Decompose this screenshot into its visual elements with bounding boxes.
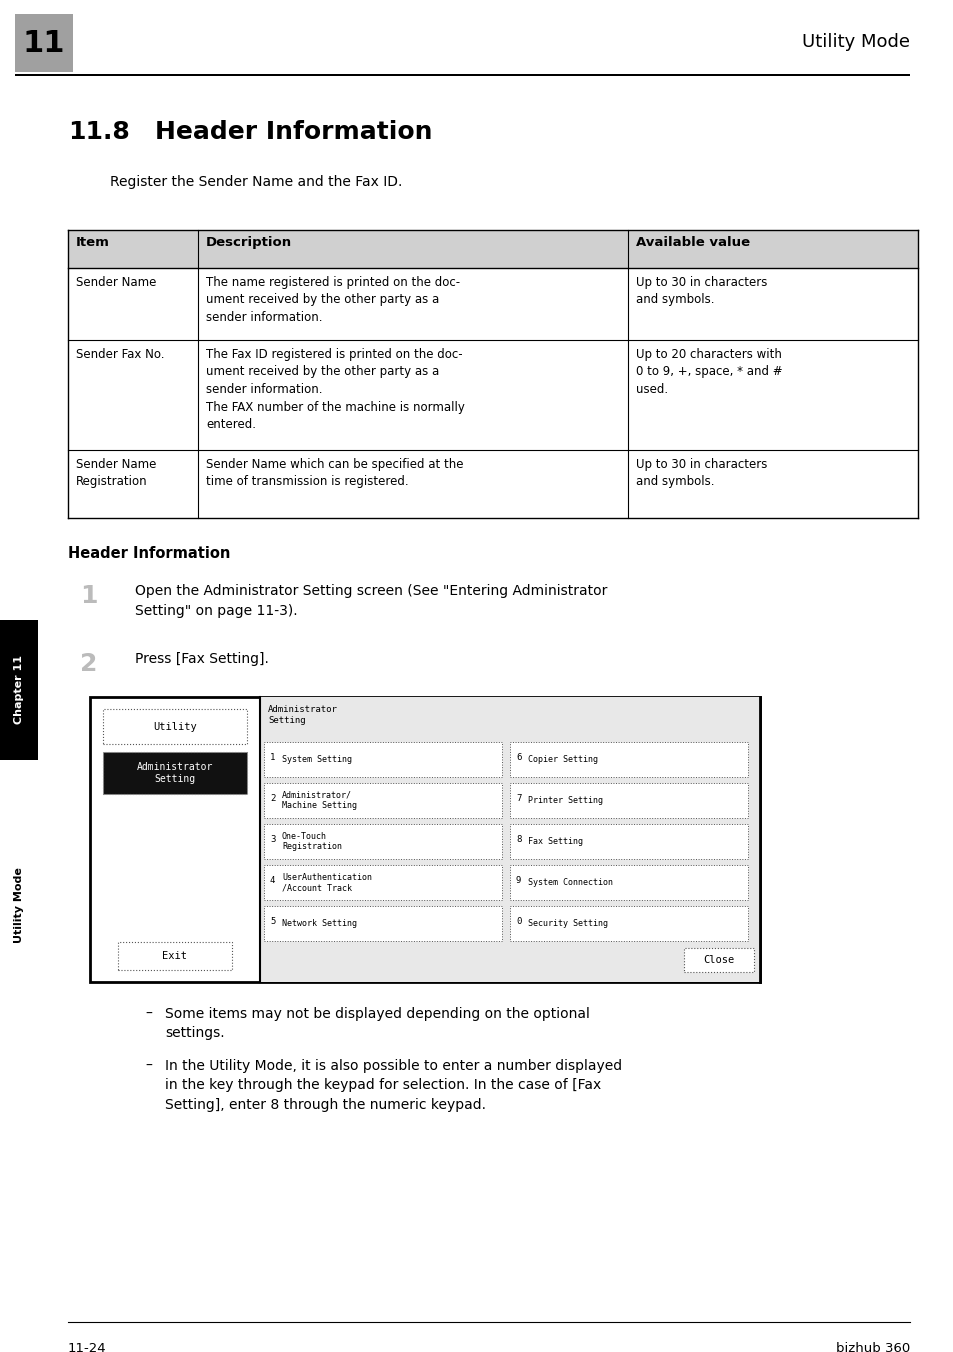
Text: Copier Setting: Copier Setting <box>527 754 598 764</box>
Text: Open the Administrator Setting screen (See "Entering Administrator
Setting" on p: Open the Administrator Setting screen (S… <box>135 584 607 618</box>
Bar <box>103 752 247 794</box>
Text: Up to 20 characters with
0 to 9, +, space, * and #
used.: Up to 20 characters with 0 to 9, +, spac… <box>636 347 781 396</box>
Text: System Connection: System Connection <box>527 877 613 887</box>
Text: In the Utility Mode, it is also possible to enter a number displayed
in the key : In the Utility Mode, it is also possible… <box>165 1059 621 1111</box>
Text: –: – <box>145 1007 152 1021</box>
Text: bizhub 360: bizhub 360 <box>835 1343 909 1352</box>
Text: Administrator
Setting: Administrator Setting <box>136 761 213 784</box>
Bar <box>264 906 501 941</box>
Text: The name registered is printed on the doc-
ument received by the other party as : The name registered is printed on the do… <box>206 276 459 324</box>
Bar <box>118 942 232 969</box>
Text: Register the Sender Name and the Fax ID.: Register the Sender Name and the Fax ID. <box>110 174 402 189</box>
Text: Chapter 11: Chapter 11 <box>14 656 24 725</box>
Text: Exit: Exit <box>162 950 188 961</box>
Text: Header Information: Header Information <box>68 546 230 561</box>
Text: Available value: Available value <box>636 237 749 249</box>
Bar <box>90 698 760 982</box>
Text: 7: 7 <box>516 794 521 803</box>
Bar <box>15 74 909 76</box>
Text: 4: 4 <box>270 876 275 886</box>
Text: Close: Close <box>702 955 734 965</box>
Text: Some items may not be displayed depending on the optional
settings.: Some items may not be displayed dependin… <box>165 1007 589 1041</box>
Bar <box>0 621 38 760</box>
Text: 11: 11 <box>23 28 65 58</box>
Text: 2: 2 <box>80 652 97 676</box>
Text: 1: 1 <box>270 753 275 763</box>
Bar <box>15 14 73 72</box>
Text: Utility Mode: Utility Mode <box>801 32 909 51</box>
Text: Up to 30 in characters
and symbols.: Up to 30 in characters and symbols. <box>636 276 766 307</box>
Text: Sender Name
Registration: Sender Name Registration <box>76 458 156 488</box>
Text: Press [Fax Setting].: Press [Fax Setting]. <box>135 652 269 667</box>
Text: Sender Fax No.: Sender Fax No. <box>76 347 164 361</box>
Text: Security Setting: Security Setting <box>527 919 607 927</box>
Text: Utility Mode: Utility Mode <box>14 867 24 942</box>
Text: Printer Setting: Printer Setting <box>527 796 602 804</box>
Text: 2: 2 <box>270 794 275 803</box>
Bar <box>510 742 747 777</box>
Text: Item: Item <box>76 237 110 249</box>
Text: 5: 5 <box>270 917 275 926</box>
Text: Sender Name: Sender Name <box>76 276 156 289</box>
Bar <box>264 823 501 859</box>
Text: System Setting: System Setting <box>282 754 352 764</box>
Text: Description: Description <box>206 237 292 249</box>
Text: Utility: Utility <box>153 722 196 731</box>
Bar <box>68 230 917 268</box>
Bar <box>264 742 501 777</box>
Text: Sender Name which can be specified at the
time of transmission is registered.: Sender Name which can be specified at th… <box>206 458 463 488</box>
Text: UserAuthentication
/Account Track: UserAuthentication /Account Track <box>282 872 372 892</box>
Bar <box>510 906 747 941</box>
Text: –: – <box>145 1059 152 1073</box>
Text: 11.8: 11.8 <box>68 120 130 145</box>
Bar <box>264 783 501 818</box>
Text: 8: 8 <box>516 836 521 844</box>
Bar <box>683 948 753 972</box>
Text: Administrator
Setting: Administrator Setting <box>268 704 337 725</box>
Text: Administrator/
Machine Setting: Administrator/ Machine Setting <box>282 791 356 810</box>
Text: One-Touch
Registration: One-Touch Registration <box>282 831 341 852</box>
Text: 0: 0 <box>516 917 521 926</box>
Text: Network Setting: Network Setting <box>282 919 356 927</box>
Text: 1: 1 <box>80 584 97 608</box>
Bar <box>510 865 747 900</box>
Text: Header Information: Header Information <box>154 120 432 145</box>
Text: 6: 6 <box>516 753 521 763</box>
Text: 11-24: 11-24 <box>68 1343 107 1352</box>
Text: 9: 9 <box>516 876 521 886</box>
Bar <box>510 823 747 859</box>
Bar <box>260 698 760 982</box>
Text: Up to 30 in characters
and symbols.: Up to 30 in characters and symbols. <box>636 458 766 488</box>
Text: 3: 3 <box>270 836 275 844</box>
Text: Fax Setting: Fax Setting <box>527 837 582 846</box>
Text: The Fax ID registered is printed on the doc-
ument received by the other party a: The Fax ID registered is printed on the … <box>206 347 464 431</box>
Bar <box>264 865 501 900</box>
Bar <box>510 783 747 818</box>
Bar <box>103 708 247 744</box>
